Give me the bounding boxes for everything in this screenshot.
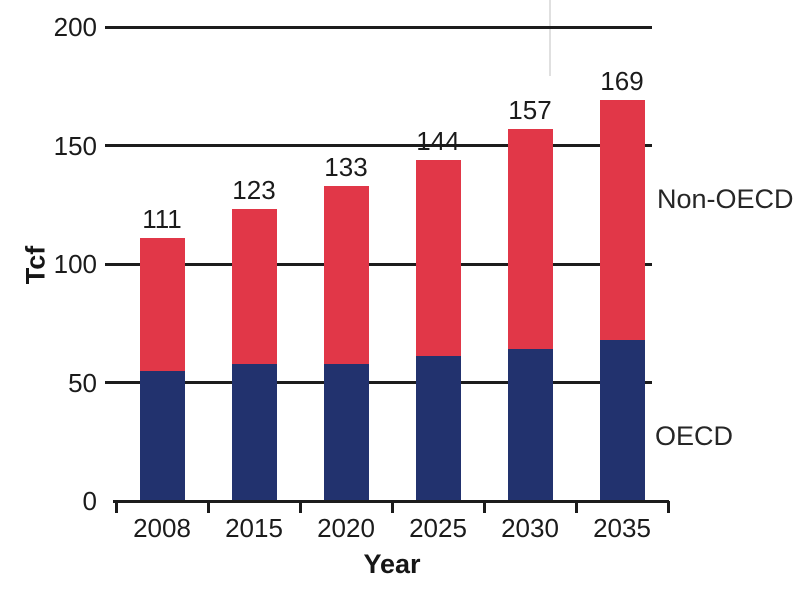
bar-2020-oecd-segment: [323, 363, 369, 501]
bar-2035-nonoecd-segment: [599, 100, 645, 340]
bar-2020-nonoecd-segment: [323, 185, 369, 364]
x-tick-label-2020: 2020: [317, 513, 375, 543]
x-axis-tick-1: [206, 501, 210, 513]
x-axis-tick-3: [390, 501, 394, 513]
bar-2008-oecd-segment: [139, 370, 185, 501]
x-axis-tick-6: [666, 501, 670, 513]
bar-2025-nonoecd-segment: [415, 159, 461, 357]
x-axis-tick-4: [482, 501, 486, 513]
x-tick-label-2008: 2008: [133, 513, 191, 543]
x-axis-title: Year: [363, 549, 421, 579]
x-axis-tick-2: [298, 501, 302, 513]
x-axis-tick-5: [574, 501, 578, 513]
y-axis-title: Tcf: [20, 245, 51, 285]
bar-2030-nonoecd-segment: [507, 128, 553, 350]
x-axis-tick-0: [114, 501, 118, 513]
bar-2035-total-label: 169: [600, 66, 644, 97]
y-tick-label-100: 100: [53, 249, 97, 279]
y-tick-label-200: 200: [53, 12, 97, 42]
x-tick-label-2035: 2035: [593, 513, 651, 543]
bar-2020-total-label: 133: [324, 151, 368, 182]
bar-2015-total-label: 123: [232, 175, 276, 206]
series-label-oecd: OECD: [655, 421, 734, 451]
series-label-non-oecd: Non-OECD: [657, 184, 794, 214]
y-tick-label-50: 50: [68, 367, 97, 398]
bar-2035-oecd-segment: [599, 339, 645, 501]
bar-2025-total-label: 144: [416, 125, 460, 156]
bar-2008-total-label: 111: [142, 203, 182, 234]
scan-artifact-line: [549, 0, 551, 76]
bar-2015-nonoecd-segment: [231, 209, 277, 364]
gridline-100: [105, 262, 652, 266]
y-tick-label-150: 150: [53, 130, 97, 161]
bar-2030-total-label: 157: [508, 94, 552, 125]
bar-2030-oecd-segment: [507, 349, 553, 501]
x-tick-label-2025: 2025: [409, 513, 467, 543]
bar-2025-oecd-segment: [415, 356, 461, 501]
gridline-50: [105, 381, 652, 384]
y-tick-label-0: 0: [82, 486, 97, 516]
gridline-150: [105, 144, 652, 147]
bar-2015-oecd-segment: [231, 363, 277, 501]
x-tick-label-2015: 2015: [225, 513, 283, 543]
bar-2008-nonoecd-segment: [139, 237, 185, 371]
x-tick-label-2030: 2030: [501, 513, 559, 543]
gridline-200: [105, 25, 652, 29]
